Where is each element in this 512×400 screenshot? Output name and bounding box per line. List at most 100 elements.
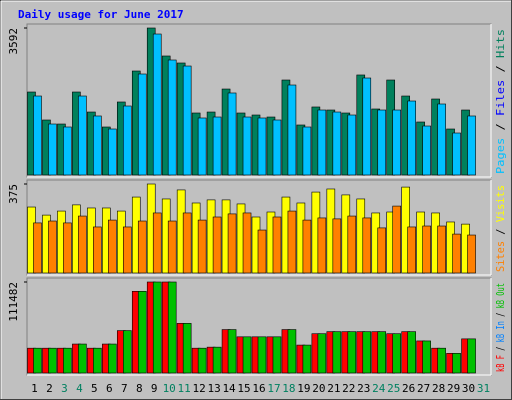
bar — [242, 336, 252, 374]
bar — [78, 343, 87, 374]
bar — [332, 111, 342, 176]
bar — [78, 215, 87, 274]
x-tick-label: 15 — [237, 382, 250, 395]
bar — [272, 336, 282, 374]
bar — [392, 205, 402, 274]
bar — [467, 234, 476, 274]
bar — [362, 77, 372, 176]
legend-separator: / — [494, 116, 507, 138]
bar — [48, 220, 57, 274]
legend-entry: Pages — [494, 138, 507, 174]
bar — [407, 331, 416, 374]
x-tick-label: 18 — [282, 382, 295, 395]
bar — [212, 216, 222, 274]
bar — [93, 226, 102, 274]
bar — [317, 333, 327, 374]
bar — [287, 84, 297, 176]
bar — [227, 329, 237, 374]
x-tick-label: 12 — [193, 382, 206, 395]
x-tick-label: 13 — [207, 382, 220, 395]
bar — [272, 119, 282, 176]
bar — [197, 117, 207, 176]
x-tick-label: 27 — [417, 382, 430, 395]
bar — [422, 340, 431, 374]
y-tick-label: 3592 — [7, 28, 20, 55]
bar — [137, 220, 147, 274]
bar — [452, 353, 461, 374]
bar — [287, 210, 297, 274]
bar — [152, 281, 162, 374]
bar — [437, 225, 446, 274]
y-tick-label: 111482 — [7, 282, 20, 322]
bar — [287, 329, 297, 374]
x-tick-label: 7 — [121, 382, 128, 395]
x-tick-label: 25 — [387, 382, 400, 395]
bar — [407, 226, 416, 274]
bar — [108, 343, 117, 374]
x-tick-label: 23 — [357, 382, 370, 395]
bar — [33, 347, 42, 374]
bar — [33, 222, 42, 274]
bar — [257, 336, 267, 374]
x-tick-label: 29 — [447, 382, 460, 395]
bar — [182, 323, 192, 374]
x-tick-label: 21 — [327, 382, 340, 395]
bar — [63, 347, 72, 374]
x-tick-label: 19 — [297, 382, 310, 395]
bar — [302, 219, 312, 274]
bar — [167, 281, 177, 374]
chart-title: Daily usage for June 2017 — [18, 8, 184, 21]
x-tick-label: 24 — [372, 382, 386, 395]
x-tick-label: 2 — [46, 382, 53, 395]
bar — [377, 109, 387, 176]
bar — [122, 226, 132, 274]
bar — [63, 126, 72, 176]
bar — [242, 212, 252, 274]
bar — [63, 222, 72, 274]
legend-entry: kB In — [494, 321, 507, 342]
bar — [422, 225, 431, 274]
x-tick-label: 14 — [222, 382, 236, 395]
y-tick-label: 375 — [7, 184, 20, 204]
bar — [48, 123, 57, 176]
x-tick-label: 5 — [91, 382, 98, 395]
bar — [452, 132, 461, 176]
legend-separator: / — [494, 58, 507, 80]
legend: kB F / kB In / kB Out — [494, 283, 507, 372]
x-tick-label: 3 — [61, 382, 68, 395]
x-tick-label: 6 — [106, 382, 113, 395]
bar — [78, 95, 87, 176]
x-tick-label: 28 — [432, 382, 445, 395]
bar — [317, 109, 327, 176]
bar — [332, 218, 342, 274]
bar — [167, 220, 177, 274]
bar — [242, 116, 252, 176]
bar — [362, 331, 372, 374]
bar — [167, 59, 177, 176]
bar — [108, 128, 117, 176]
bar — [137, 291, 147, 374]
legend-entry: kB F — [494, 355, 507, 372]
x-tick-label: 1 — [31, 382, 38, 395]
bar — [407, 100, 416, 176]
bar — [48, 347, 57, 374]
x-tick-label: 4 — [76, 382, 83, 395]
x-tick-label: 30 — [462, 382, 475, 395]
bar — [377, 227, 387, 274]
bar — [347, 331, 357, 374]
x-tick-label: 20 — [312, 382, 325, 395]
bar — [227, 92, 237, 176]
bar — [467, 338, 476, 374]
x-tick-label: 11 — [178, 382, 191, 395]
legend-entry: Hits — [494, 29, 507, 58]
legend-entry: Sites — [494, 241, 507, 272]
bar — [197, 347, 207, 374]
bar — [152, 33, 162, 176]
bar — [93, 115, 102, 176]
bar — [347, 114, 357, 176]
bar — [302, 126, 312, 176]
bar — [257, 229, 267, 274]
bar — [137, 73, 147, 176]
bar — [152, 212, 162, 274]
